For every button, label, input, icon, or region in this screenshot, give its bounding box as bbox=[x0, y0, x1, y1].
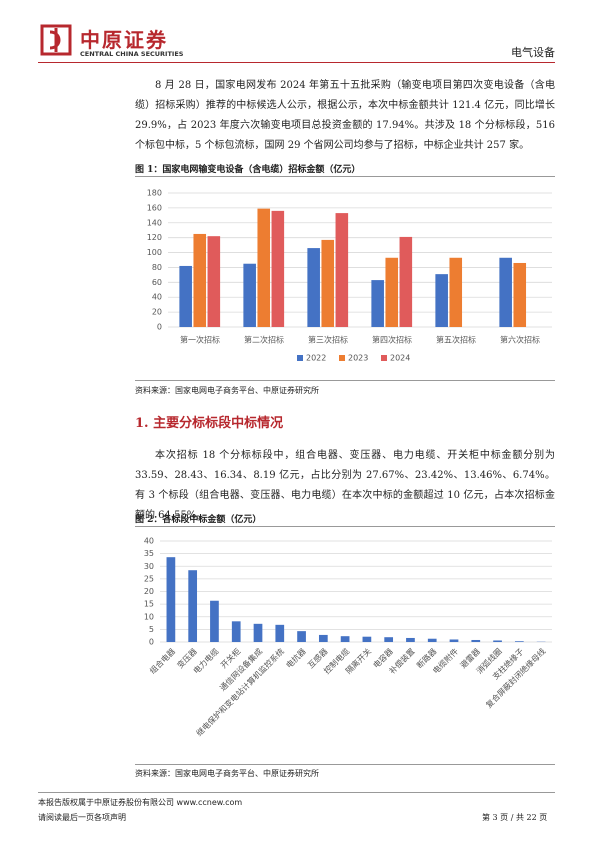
y-tick-label: 160 bbox=[147, 203, 162, 212]
y-tick-label: 5 bbox=[149, 625, 154, 634]
bar bbox=[384, 637, 394, 642]
x-tick-label: 第五次招标 bbox=[436, 335, 476, 345]
y-tick-label: 20 bbox=[152, 308, 162, 317]
bar bbox=[231, 621, 241, 642]
bar bbox=[318, 634, 328, 642]
legend-label: 2022 bbox=[306, 354, 326, 363]
x-tick-label: 第四次招标 bbox=[372, 335, 412, 345]
x-tick-label: 组合电器 bbox=[147, 646, 177, 676]
rule bbox=[135, 176, 555, 177]
bar bbox=[340, 636, 350, 642]
bar bbox=[499, 257, 512, 327]
bar bbox=[297, 631, 306, 642]
chart: 0 20 40 60 80 100 120 140 160 180 第一次招标 第二次招标 第三次招标 第… bbox=[147, 189, 552, 363]
rule bbox=[135, 526, 555, 527]
y-tick-label: 30 bbox=[144, 562, 154, 571]
bar bbox=[166, 557, 176, 642]
y-tick-label: 40 bbox=[144, 537, 154, 546]
x-tick-label: 第二次招标 bbox=[244, 335, 284, 345]
source: 资料来源：国家电网电子商务平台、中原证券研究所 bbox=[135, 386, 319, 395]
bar bbox=[307, 248, 320, 327]
rule bbox=[135, 764, 555, 765]
bar bbox=[471, 639, 481, 642]
bar bbox=[449, 639, 459, 642]
bar bbox=[362, 636, 372, 642]
x-tick-label: 第六次招标 bbox=[500, 335, 540, 345]
url: www.ccnew.com bbox=[176, 798, 243, 807]
section-title: 1. 主要分标标段中标情况 bbox=[135, 416, 284, 431]
rule bbox=[135, 380, 555, 381]
bar bbox=[275, 624, 285, 642]
sector: 电气设备 bbox=[511, 46, 555, 59]
x-tick-label: 第三次招标 bbox=[308, 335, 348, 345]
bar bbox=[427, 638, 437, 642]
logo-en: CENTRAL CHINA SECURITIES bbox=[80, 50, 184, 58]
source: 资料来源：国家电网电子商务平台、中原证券研究所 bbox=[135, 769, 319, 778]
paragraph: 本次招标 18 个分标标段中，组合电器、变压器、电力电缆、开关柜中标金额分别为 … bbox=[135, 450, 555, 521]
y-tick-label: 35 bbox=[144, 549, 154, 558]
x-tick-label: 电抗器 bbox=[284, 646, 308, 670]
figure-title: 图 2：各标段中标金额（亿元） bbox=[135, 515, 262, 525]
bar bbox=[207, 236, 221, 327]
footer-notice: 请阅读最后一页各项声明 bbox=[38, 813, 126, 822]
y-tick-label: 10 bbox=[144, 612, 154, 621]
bar bbox=[193, 233, 207, 327]
chart: 0510152025303540组合电器变压器电力电缆开关柜通信网设备集成继电保… bbox=[144, 537, 552, 738]
y-tick-label: 0 bbox=[157, 323, 162, 332]
figure-title: 图 1：国家电网输变电设备（含电缆）招标金额（亿元） bbox=[135, 165, 361, 175]
paragraph: 8 月 28 日，国家电网发布 2024 年第五十五批采购（输变电项目第四次变电… bbox=[135, 80, 555, 151]
bar bbox=[271, 210, 285, 327]
y-tick-label: 15 bbox=[144, 600, 154, 609]
bar bbox=[385, 257, 399, 327]
y-tick-label: 180 bbox=[147, 189, 162, 198]
y-tick-label: 100 bbox=[147, 248, 162, 257]
legend-swatch bbox=[339, 355, 345, 361]
logo-icon bbox=[40, 24, 72, 56]
y-tick-label: 0 bbox=[149, 638, 154, 647]
bar bbox=[321, 239, 335, 327]
x-tick-label: 第一次招标 bbox=[180, 335, 220, 345]
bar bbox=[210, 600, 219, 642]
bar bbox=[406, 637, 415, 642]
bar bbox=[243, 263, 256, 327]
bar bbox=[449, 257, 463, 327]
y-tick-label: 140 bbox=[147, 218, 162, 227]
y-tick-label: 80 bbox=[152, 263, 162, 272]
legend-label: 2023 bbox=[348, 354, 368, 363]
bar bbox=[335, 213, 349, 327]
footer-copyright: 本报告版权属于中原证券股份有限公司 www.ccnew.com bbox=[38, 797, 242, 808]
bar bbox=[399, 236, 413, 327]
legend-swatch bbox=[381, 355, 387, 361]
bar bbox=[188, 570, 198, 642]
bar bbox=[179, 265, 192, 327]
bar bbox=[435, 274, 448, 327]
bar bbox=[514, 641, 524, 642]
y-tick-label: 40 bbox=[152, 293, 162, 302]
bar bbox=[253, 623, 263, 642]
footer-rule bbox=[38, 792, 555, 793]
header-rule bbox=[38, 62, 555, 63]
legend-swatch bbox=[297, 355, 303, 361]
copyright: 本报告版权属于中原证券股份有限公司 bbox=[38, 798, 174, 807]
legend-label: 2024 bbox=[390, 354, 410, 363]
y-tick-label: 60 bbox=[152, 278, 162, 287]
y-tick-label: 20 bbox=[144, 587, 154, 596]
logo-cn: 中原证券 bbox=[80, 28, 168, 52]
bar bbox=[257, 208, 271, 327]
bar bbox=[513, 262, 527, 327]
y-tick-label: 25 bbox=[144, 574, 154, 583]
bar bbox=[371, 280, 384, 327]
bar bbox=[493, 640, 502, 642]
y-tick-label: 120 bbox=[147, 233, 162, 242]
page-number: 第 3 页 / 共 22 页 bbox=[482, 813, 548, 822]
